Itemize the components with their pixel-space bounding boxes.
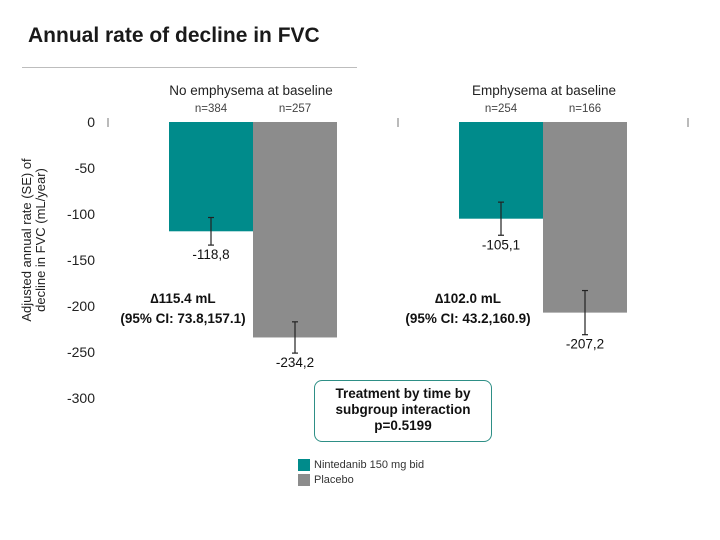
legend-label-placebo: Placebo — [314, 473, 354, 486]
data-label: -207,2 — [566, 337, 604, 352]
delta-annotation: ∆102.0 mL — [435, 291, 501, 306]
y-tick-label: -300 — [67, 390, 95, 406]
bar — [253, 122, 337, 338]
y-tick-label: -50 — [75, 160, 95, 176]
y-tick-label: 0 — [87, 114, 95, 130]
legend-swatch-placebo — [298, 473, 310, 486]
slide-title: Annual rate of decline in FVC — [28, 24, 320, 47]
y-tick-label: -200 — [67, 298, 95, 314]
legend-item-placebo: Placebo — [298, 472, 424, 487]
y-tick-label: -100 — [67, 206, 95, 222]
interaction-line-3: p=0.5199 — [374, 418, 432, 433]
n-label: n=254 — [485, 103, 518, 115]
y-tick-label: -150 — [67, 252, 95, 268]
y-tick-label: -250 — [67, 344, 95, 360]
n-label: n=257 — [279, 103, 311, 115]
y-axis-label: decline in FVC (mL/year) — [33, 168, 48, 312]
delta-annotation: (95% CI: 73.8,157.1) — [120, 311, 245, 326]
n-label: n=166 — [569, 103, 601, 115]
bar — [543, 122, 627, 313]
delta-annotation: (95% CI: 43.2,160.9) — [405, 311, 530, 326]
data-label: -105,1 — [482, 237, 520, 252]
interaction-note-box: Treatment by time by subgroup interactio… — [314, 380, 492, 442]
y-axis-label: Adjusted annual rate (SE) of — [19, 158, 34, 322]
title-divider — [22, 67, 357, 68]
data-label: -118,8 — [192, 247, 229, 262]
legend-swatch-nintedanib — [298, 458, 310, 471]
legend-label-nintedanib: Nintedanib 150 mg bid — [314, 458, 425, 471]
legend-item-nintedanib: Nintedanib 150 mg bid — [298, 457, 424, 472]
group-label: Emphysema at baseline — [472, 83, 616, 98]
n-label: n=384 — [195, 103, 228, 115]
interaction-line-1: Treatment by time by — [335, 386, 471, 401]
bar — [169, 122, 253, 232]
group-label: No emphysema at baseline — [169, 83, 333, 98]
interaction-line-2: subgroup interaction — [335, 402, 471, 417]
data-label: -234,2 — [276, 355, 314, 370]
delta-annotation: ∆115.4 mL — [150, 291, 215, 306]
legend: Nintedanib 150 mg bid Placebo — [298, 457, 424, 487]
